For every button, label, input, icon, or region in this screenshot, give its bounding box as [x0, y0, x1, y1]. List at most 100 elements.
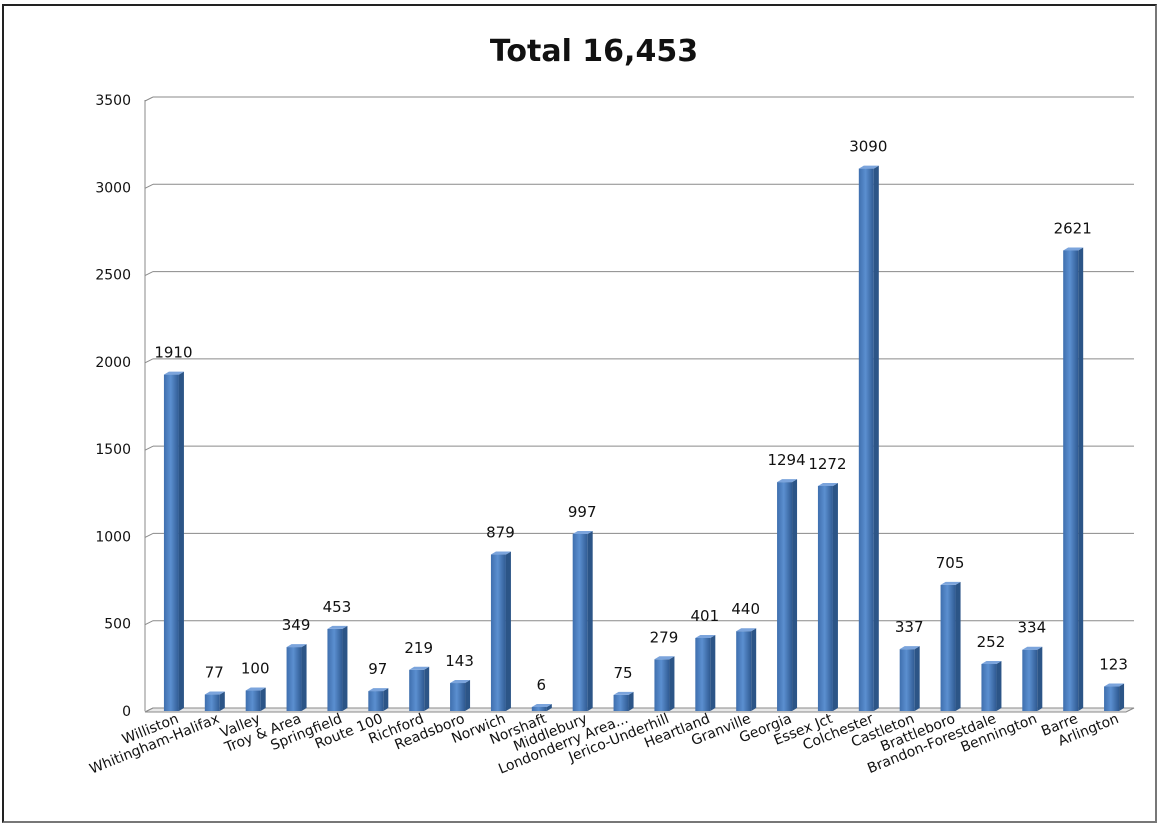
bar-side	[342, 625, 348, 711]
bar-side	[546, 703, 552, 711]
bar-top	[899, 646, 920, 650]
data-label: 997	[568, 503, 597, 521]
chart-title: Total 16,453	[489, 34, 699, 69]
bar-side	[1078, 247, 1084, 711]
bar-top	[695, 634, 716, 638]
data-label: 6	[537, 676, 547, 694]
bar	[1063, 250, 1079, 711]
bar-top	[368, 688, 389, 692]
data-label: 453	[323, 598, 352, 616]
data-label: 123	[1099, 656, 1128, 674]
bar-top	[654, 656, 675, 660]
data-label: 2621	[1054, 219, 1092, 237]
data-label: 401	[690, 607, 719, 625]
data-label: 349	[282, 616, 311, 634]
bar-top	[1104, 683, 1125, 687]
bar	[899, 649, 915, 711]
bar-top	[245, 687, 266, 691]
bar	[858, 168, 874, 711]
bar	[245, 690, 261, 711]
data-label: 1294	[767, 451, 805, 469]
bar-top	[450, 680, 471, 684]
gridline-3d-edge	[144, 96, 154, 102]
bar	[327, 628, 343, 711]
bar-side	[832, 482, 838, 711]
bar	[981, 664, 997, 711]
bar-side	[465, 680, 471, 711]
bar-side	[792, 479, 798, 711]
bar-side	[710, 634, 716, 711]
gridline-3d-edge	[144, 620, 154, 626]
bar	[736, 631, 752, 711]
bar-top	[1063, 247, 1084, 251]
y-tick-label: 0	[122, 704, 131, 720]
bar-top	[858, 165, 879, 169]
bar-top	[981, 661, 1002, 665]
y-tick-label: 500	[104, 617, 131, 633]
bar-side	[424, 666, 430, 711]
gridline-3d-edge	[144, 183, 154, 189]
bar-side	[669, 656, 675, 711]
bar-top	[163, 371, 184, 375]
bar-side	[219, 691, 225, 711]
bar-side	[628, 691, 634, 711]
data-label: 705	[936, 554, 965, 572]
data-label: 440	[731, 600, 760, 618]
bar-side	[873, 165, 879, 711]
bar-top	[327, 625, 348, 629]
bar-top	[204, 691, 225, 695]
bar-side	[751, 628, 757, 711]
gridline-3d-edge	[144, 532, 154, 538]
bar	[777, 482, 793, 711]
bar	[450, 683, 466, 711]
data-label: 3090	[849, 138, 887, 156]
data-label: 879	[486, 524, 515, 542]
data-label: 97	[368, 660, 387, 678]
data-label: 75	[614, 664, 633, 682]
bar	[368, 691, 384, 711]
bar-top	[777, 479, 798, 483]
y-tick-label: 2500	[95, 268, 131, 284]
data-label: 334	[1017, 619, 1046, 637]
bar-side	[914, 646, 920, 711]
data-label: 1910	[154, 344, 192, 362]
bar-side	[1037, 646, 1043, 711]
bar	[531, 706, 547, 711]
bar-side	[383, 688, 389, 711]
bar-top	[1022, 646, 1043, 650]
bar-top	[940, 581, 961, 585]
bar-top	[490, 551, 511, 555]
bar	[654, 659, 670, 711]
bar-side	[260, 687, 266, 711]
data-label: 337	[895, 618, 924, 636]
data-label: 219	[404, 639, 433, 657]
bar-top	[736, 628, 757, 632]
y-tick-label: 1500	[95, 442, 131, 458]
bar-top	[531, 703, 552, 707]
bar-top	[817, 482, 838, 486]
bar-side	[587, 530, 593, 711]
chart-floor	[144, 707, 1135, 713]
y-tick-label: 3000	[95, 180, 131, 196]
bar-top	[572, 530, 593, 534]
data-label: 143	[445, 652, 474, 670]
bar	[613, 694, 629, 711]
bar-side	[505, 551, 511, 711]
bar-side	[178, 371, 184, 711]
data-label: 77	[205, 664, 224, 682]
gridline-3d-edge	[144, 445, 154, 451]
y-tick-label: 2000	[95, 355, 131, 371]
data-label: 100	[241, 660, 270, 678]
bar-side	[996, 661, 1002, 711]
bar	[1104, 686, 1120, 711]
bar-top	[286, 644, 307, 648]
data-label: 279	[650, 628, 679, 646]
bar-side	[301, 644, 307, 711]
gridline-3d-edge	[144, 271, 154, 277]
bar	[490, 554, 506, 711]
bar-top	[613, 691, 634, 695]
bar	[204, 694, 220, 711]
y-tick-label: 1000	[95, 529, 131, 545]
bar	[409, 669, 425, 711]
